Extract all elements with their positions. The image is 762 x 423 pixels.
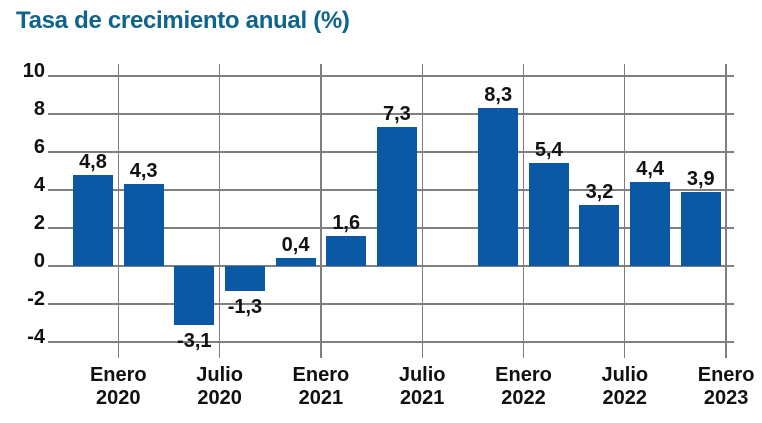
x-tick-label-year: 2022 (602, 387, 648, 409)
x-tick-label-year: 2022 (501, 387, 546, 409)
bar (326, 235, 367, 266)
bar (72, 174, 113, 266)
y-tick-label: 4 (33, 174, 45, 196)
chart-title: Tasa de crecimiento anual (%) (16, 7, 350, 34)
bar (275, 258, 316, 266)
gridline-v (117, 64, 119, 358)
bar (579, 205, 620, 266)
y-tick-label: 10 (22, 60, 45, 82)
bar-value-label: 7,3 (382, 103, 411, 126)
bar (174, 266, 215, 325)
x-tick-label: Julio 2021 (370, 364, 474, 410)
gridline-h (48, 75, 734, 77)
bar-value-label: 0,4 (281, 234, 310, 257)
bar-value-label: 4,8 (79, 150, 107, 173)
bar-value-label: 3,2 (585, 181, 614, 204)
x-tick-label-year: 2020 (197, 387, 242, 409)
y-tick-label: 8 (33, 98, 45, 120)
x-tick-label-year: 2021 (399, 387, 445, 409)
bar (478, 108, 519, 266)
x-tick-label-year: 2020 (96, 387, 141, 409)
x-tick-label: Enero 2023 (674, 364, 762, 410)
gridline-v (421, 64, 423, 358)
y-tick-label: -2 (27, 288, 45, 310)
x-tick-label-month: Enero (292, 364, 350, 386)
x-tick-label: Enero 2022 (472, 364, 576, 410)
bar-value-label: -1,3 (227, 295, 263, 318)
x-tick-label-year: 2021 (298, 387, 344, 409)
x-tick-label: Enero 2020 (66, 364, 170, 410)
bar-value-label: 8,3 (484, 84, 513, 107)
y-tick-label: -4 (27, 326, 45, 348)
y-tick-label: 0 (33, 250, 45, 272)
bar (376, 127, 417, 266)
gridline-h (48, 113, 734, 115)
y-tick-label: 2 (33, 212, 45, 234)
bar-value-label: 3,9 (686, 167, 715, 190)
bar-value-label: -3,1 (177, 329, 212, 352)
bar-value-label: 5,4 (534, 139, 563, 162)
gridline-h (48, 341, 734, 343)
x-tick-label-month: Julio (196, 364, 243, 386)
bar (630, 182, 671, 266)
y-tick-label: 6 (33, 136, 45, 158)
bar-value-label: 1,6 (332, 211, 361, 234)
bar (528, 163, 569, 266)
x-tick-label-month: Enero (495, 364, 552, 386)
bar (224, 266, 265, 291)
x-tick-label: Enero 2021 (269, 364, 373, 410)
x-tick-label-month: Enero (697, 364, 755, 386)
bar (680, 191, 721, 266)
x-tick-label-month: Enero (89, 364, 147, 386)
gridline-v (320, 64, 322, 358)
x-tick-label-year: 2023 (703, 387, 749, 409)
bar-value-label: 4,3 (129, 160, 158, 183)
gridline-v (218, 64, 221, 358)
gridline-v (624, 64, 626, 358)
gridline-v (522, 64, 525, 358)
bar-value-label: 4,4 (636, 158, 665, 181)
gridline-h (48, 265, 734, 267)
x-tick-label: Julio 2020 (168, 364, 272, 410)
gridline-v (725, 64, 727, 358)
gridline-h (48, 303, 734, 305)
x-tick-label-month: Julio (601, 364, 649, 386)
x-tick-label: Julio 2022 (573, 364, 677, 410)
x-tick-label-month: Julio (398, 364, 446, 386)
bar (123, 184, 164, 266)
